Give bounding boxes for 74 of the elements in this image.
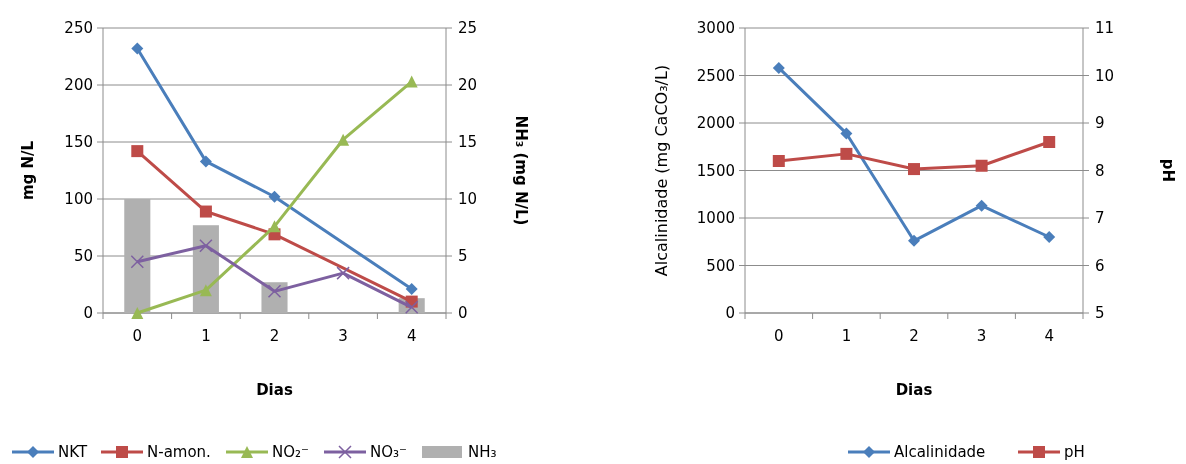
x-tick-label: 0 [132,327,143,345]
x-tick-label: 4 [1044,327,1054,345]
point [404,300,419,315]
y-tick-label: 100 [64,190,93,209]
point [268,190,281,203]
y-tick-label: 0 [83,304,93,323]
x-tick-label: 1 [841,327,852,345]
y-axis-title: mg N/L [19,140,37,201]
point [1043,231,1056,243]
legend-label: N-amon. [147,443,211,462]
point [199,284,212,297]
y2-tick-label: 9 [1095,114,1105,133]
legend-label: NKT [58,443,88,462]
y-tick-label: 3000 [696,19,735,38]
legend-label: pH [1064,443,1085,462]
y-tick-label: 500 [706,256,735,275]
y-tick-label: 2000 [696,114,735,133]
y2-tick-label: 11 [1095,19,1115,38]
point [131,42,144,55]
point [908,163,920,176]
point [199,205,212,218]
legend-label: NH₃ [468,443,497,462]
point [908,234,920,247]
x-tick-label: 3 [976,327,987,345]
point [131,145,144,158]
point [1043,136,1056,148]
y2-tick-label: 10 [1095,66,1115,85]
point [336,266,350,280]
x-tick-label: 2 [909,327,919,345]
legend-label: NO₃⁻ [370,443,407,462]
y2-tick-label: 6 [1095,256,1105,275]
x-tick-label: 4 [406,327,417,345]
y2-tick-label: 5 [1095,304,1105,323]
y2-axis-title: pH [1159,158,1177,183]
point [840,147,853,160]
point [130,254,145,269]
y-tick-label: 1500 [696,161,735,180]
point [405,283,418,296]
x-tick-label: 2 [269,327,280,345]
x-axis-title: Dias [256,381,293,399]
y-tick-label: 0 [725,304,735,323]
y-tick-label: 2500 [696,66,735,85]
y2-axis-title: NH₃ (mg N/L) [512,115,530,226]
legend-label: Alcalinidade [894,443,986,462]
y2-tick-label: 5 [458,247,468,266]
point [337,133,350,146]
point [199,238,213,253]
y-tick-label: 200 [64,76,93,95]
y2-tick-label: 8 [1095,161,1105,180]
point [131,307,144,319]
x-axis-title: Dias [895,381,933,399]
y-tick-label: 250 [64,19,93,38]
y2-tick-label: 20 [458,76,478,95]
point [975,159,988,172]
y2-tick-label: 25 [458,19,478,38]
point [405,75,418,88]
point [772,61,785,74]
y2-tick-label: 15 [458,133,478,152]
point [975,199,988,212]
y2-tick-label: 7 [1095,209,1105,228]
x-tick-label: 0 [774,327,784,345]
y-tick-label: 150 [64,133,93,152]
y-tick-label: 1000 [696,209,735,228]
x-tick-label: 1 [201,327,211,345]
point [199,155,212,168]
point [840,127,853,140]
x-tick-label: 3 [338,327,348,345]
y-axis-title: Alcalinidade (mg CaCO₃/L) [652,64,671,277]
y-tick-label: 50 [73,247,93,266]
legend-label: NO₂⁻ [272,443,309,462]
point [772,155,785,167]
y2-tick-label: 10 [458,190,478,209]
y2-tick-label: 0 [458,304,468,323]
bar [124,199,151,313]
